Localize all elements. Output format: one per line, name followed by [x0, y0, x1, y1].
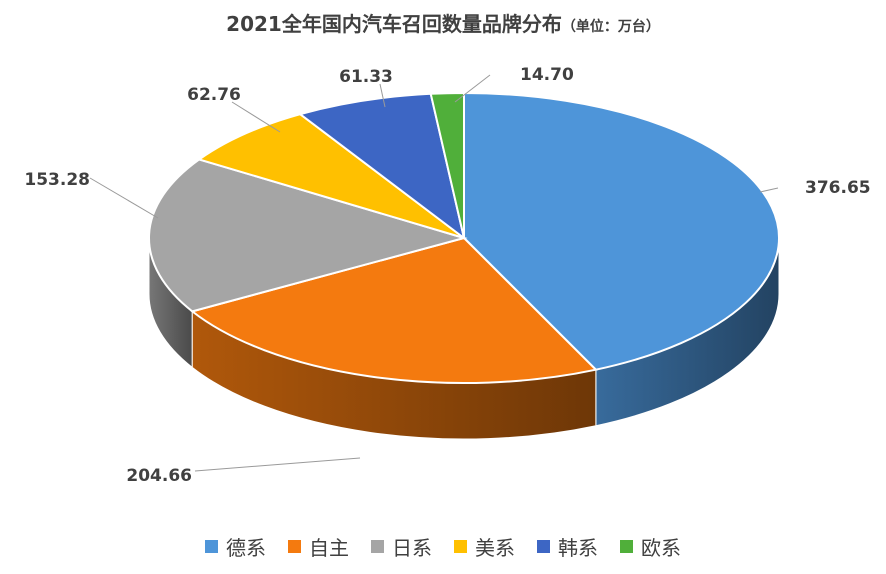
pie-tops	[148, 91, 780, 384]
legend-item-韩系: 韩系	[537, 532, 598, 561]
pie-slice-自主	[190, 236, 598, 384]
legend-item-自主: 自主	[288, 532, 349, 561]
data-label-欧系: 14.70	[520, 65, 574, 85]
leader-line-自主	[194, 457, 361, 472]
pie-slice-美系	[196, 113, 465, 239]
legend-item-美系: 美系	[454, 532, 515, 561]
legend-swatch	[371, 540, 384, 553]
data-label-日系: 153.28	[24, 170, 90, 190]
data-label-美系: 62.76	[187, 85, 241, 105]
pie-slice-日系	[148, 158, 468, 313]
legend-label: 美系	[475, 536, 515, 560]
pie-slice-德系	[463, 91, 780, 371]
legend-item-欧系: 欧系	[620, 532, 681, 561]
legend-label: 韩系	[558, 536, 598, 560]
leader-line-韩系	[379, 83, 386, 108]
leader-line-日系	[89, 177, 159, 219]
data-label-韩系: 61.33	[339, 67, 393, 87]
legend-label: 德系	[226, 536, 266, 560]
data-label-德系: 376.65	[805, 178, 871, 198]
chart-title: 2021全年国内汽车召回数量品牌分布（单位：万台）	[0, 8, 886, 37]
legend-item-日系: 日系	[371, 532, 432, 561]
legend-label: 日系	[392, 536, 432, 560]
legend-item-德系: 德系	[205, 532, 266, 561]
pie-slice-欧系	[429, 91, 465, 239]
chart-title-text: 2021全年国内汽车召回数量品牌分布	[226, 12, 562, 36]
pie-chart: 376.65 204.66 153.28 62.76 61.33 14.70	[24, 65, 870, 486]
pie-labels: 376.65 204.66 153.28 62.76 61.33 14.70	[24, 65, 870, 486]
legend-label: 自主	[309, 536, 349, 560]
chart-unit-subtitle: （单位：万台）	[561, 19, 660, 35]
legend: 德系 自主 日系 美系 韩系 欧系	[0, 532, 886, 561]
data-label-自主: 204.66	[126, 466, 192, 486]
leader-line-德系	[759, 187, 779, 193]
legend-label: 欧系	[641, 536, 681, 560]
pie-slice-韩系	[297, 92, 466, 241]
pie-leaders	[89, 74, 779, 472]
legend-swatch	[454, 540, 467, 553]
legend-swatch	[620, 540, 633, 553]
leader-line-欧系	[454, 74, 491, 103]
legend-swatch	[288, 540, 301, 553]
leader-line-美系	[231, 101, 281, 133]
legend-swatch	[537, 540, 550, 553]
legend-swatch	[205, 540, 218, 553]
